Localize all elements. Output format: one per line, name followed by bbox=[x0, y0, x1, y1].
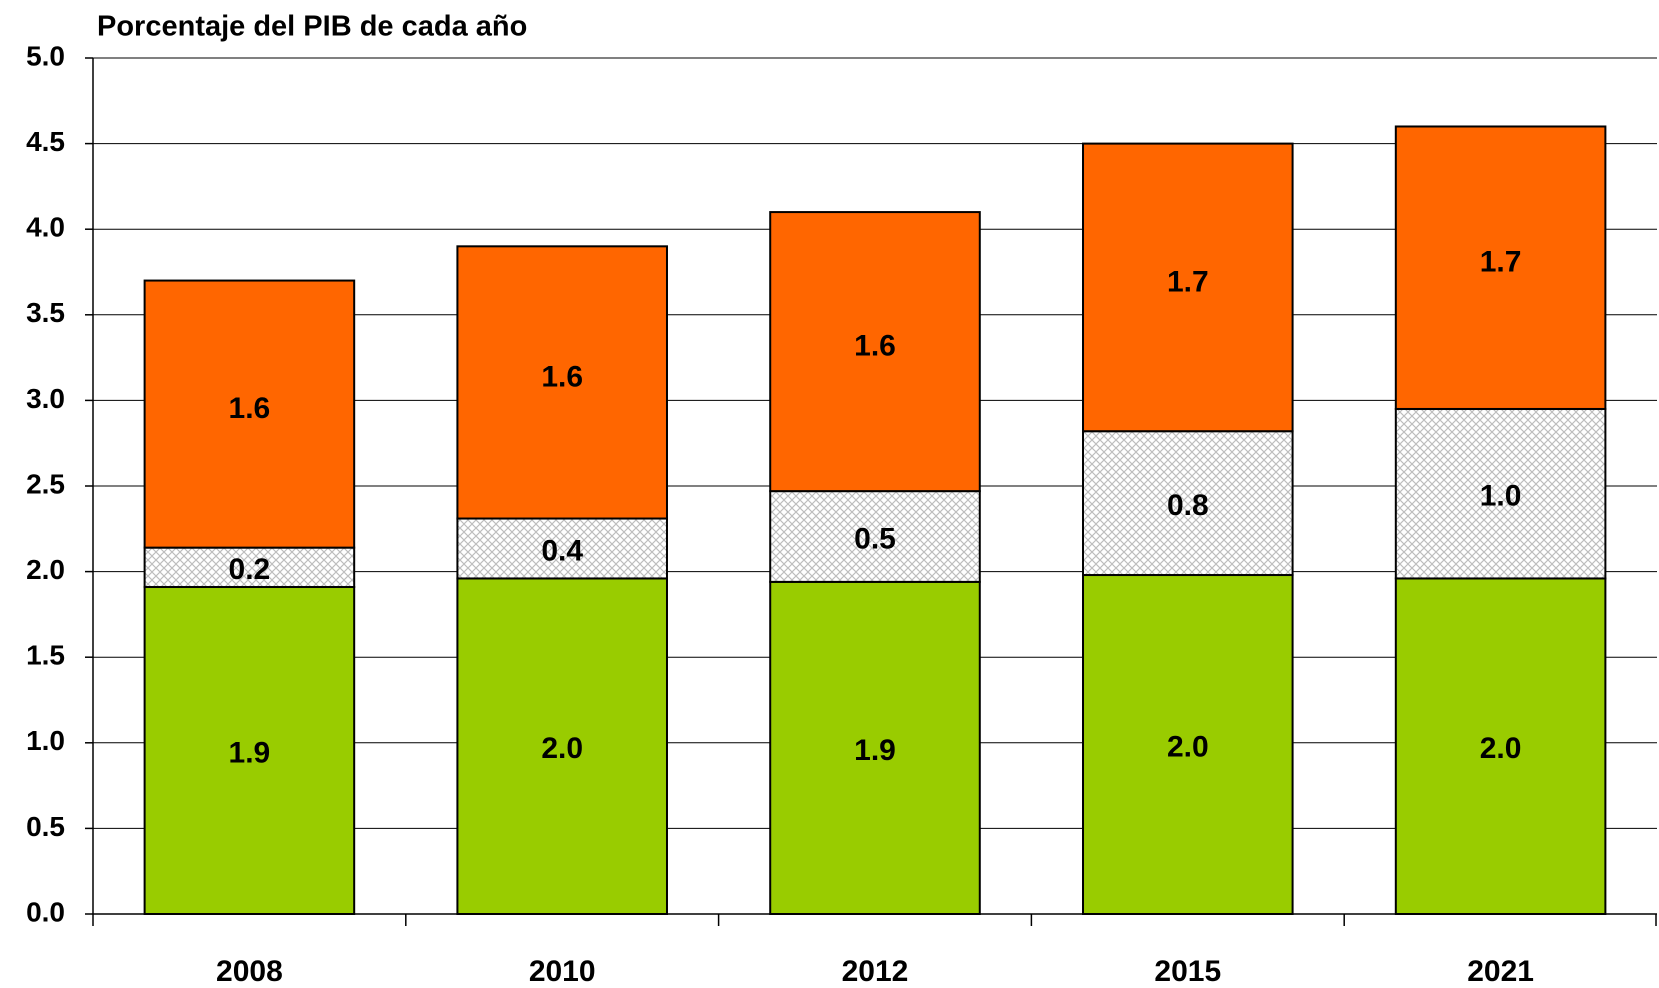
data-label: 0.2 bbox=[229, 553, 271, 586]
data-label: 0.4 bbox=[541, 534, 583, 567]
y-tick-label: 0.0 bbox=[26, 896, 65, 927]
bar-segment bbox=[456, 517, 668, 580]
data-label: 1.9 bbox=[229, 736, 271, 769]
data-label: 1.7 bbox=[1480, 246, 1522, 279]
bar-segment bbox=[1394, 125, 1607, 410]
data-label: 1.6 bbox=[854, 330, 896, 363]
bar-segment bbox=[143, 279, 356, 549]
x-tick-label: 2008 bbox=[216, 955, 283, 988]
x-tick-label: 2010 bbox=[529, 955, 596, 988]
y-tick-label: 2.0 bbox=[26, 554, 65, 585]
y-tick-label: 3.0 bbox=[26, 383, 65, 414]
y-tick-label: 3.5 bbox=[26, 297, 65, 328]
data-label: 1.7 bbox=[1167, 265, 1209, 298]
data-label: 0.5 bbox=[854, 522, 896, 555]
bar-segment bbox=[456, 245, 668, 520]
data-label: 2.0 bbox=[1167, 730, 1209, 763]
y-tick-label: 1.0 bbox=[26, 725, 65, 756]
data-label: 1.0 bbox=[1480, 480, 1522, 513]
data-label: 1.9 bbox=[854, 734, 896, 767]
x-tick-label: 2021 bbox=[1467, 955, 1534, 988]
data-label: 2.0 bbox=[1480, 732, 1522, 765]
data-label: 0.8 bbox=[1167, 489, 1209, 522]
bar-segment bbox=[769, 211, 981, 493]
bar-segment bbox=[143, 586, 356, 915]
y-tick-label: 2.5 bbox=[26, 468, 65, 499]
chart-title: Porcentaje del PIB de cada año bbox=[97, 11, 527, 43]
x-tick-label: 2012 bbox=[842, 955, 909, 988]
bar-segment bbox=[1394, 407, 1607, 580]
bar-segment bbox=[769, 580, 981, 915]
data-label: 1.6 bbox=[541, 360, 583, 393]
bar-segment bbox=[143, 546, 356, 589]
y-tick-label: 4.5 bbox=[26, 126, 65, 157]
y-tick-label: 1.5 bbox=[26, 640, 65, 671]
data-label: 1.6 bbox=[229, 392, 271, 425]
bar-segment bbox=[1394, 577, 1607, 915]
bar-segment bbox=[1082, 574, 1294, 915]
y-tick-label: 5.0 bbox=[26, 40, 65, 71]
bar-segment bbox=[1082, 142, 1294, 433]
bar-segment bbox=[1082, 430, 1294, 577]
y-tick-label: 4.0 bbox=[26, 212, 65, 243]
x-tick-label: 2015 bbox=[1154, 955, 1221, 988]
data-label: 2.0 bbox=[541, 732, 583, 765]
y-tick-label: 0.5 bbox=[26, 811, 65, 842]
